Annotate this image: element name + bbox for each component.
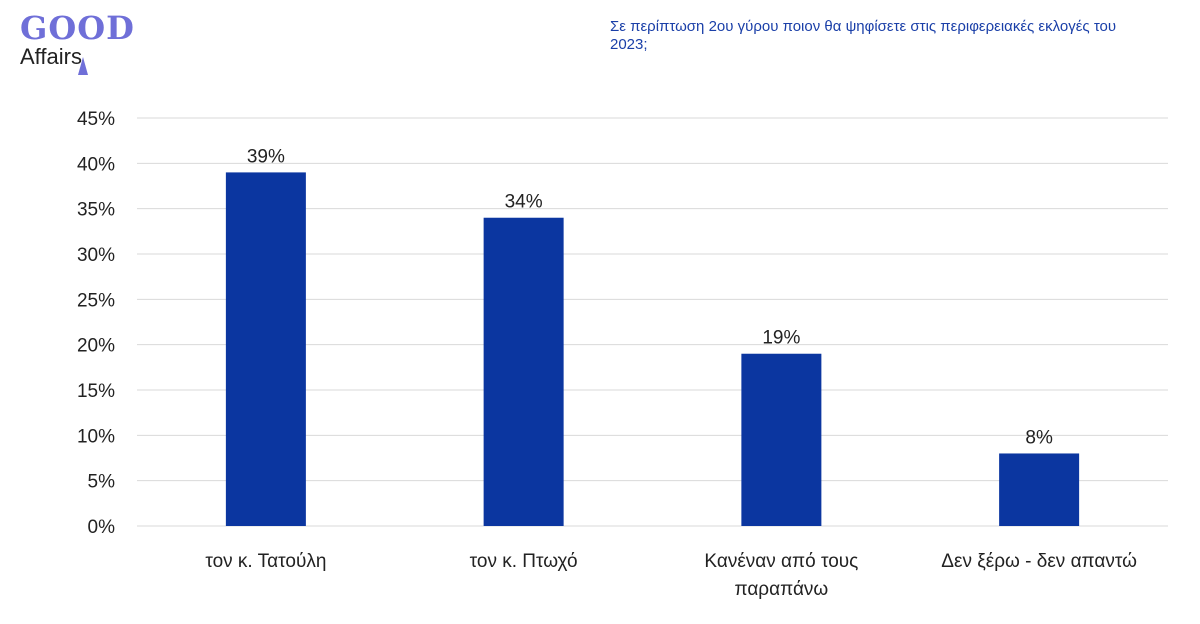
logo-affairs-text: Affairs [20, 44, 82, 69]
x-category-label: τον κ. Τατούλη [205, 551, 326, 572]
y-tick-label: 0% [88, 517, 116, 538]
data-label: 8% [1025, 427, 1053, 448]
x-category-label: Δεν ξέρω - δεν απαντώ [941, 551, 1137, 572]
bar [225, 172, 306, 526]
chart-question-title: Σε περίπτωση 2ου γύρου ποιον θα ψηφίσετε… [610, 18, 1117, 53]
x-category-label: τον κ. Πτωχό [470, 551, 578, 572]
data-label: 19% [762, 328, 800, 349]
data-label: 34% [505, 192, 543, 213]
y-tick-label: 40% [77, 154, 115, 175]
logo-accent-icon [78, 57, 88, 75]
y-tick-label: 15% [77, 381, 115, 402]
logo-good-text: GOOD [20, 9, 135, 47]
x-category-label: Κανέναν από τους [704, 551, 858, 572]
logo: GOOD Affairs [20, 10, 135, 70]
y-tick-label: 5% [88, 472, 116, 493]
bar [483, 217, 564, 526]
y-tick-label: 45% [77, 109, 115, 130]
y-tick-label: 30% [77, 245, 115, 266]
bar [999, 453, 1080, 526]
y-tick-label: 35% [77, 200, 115, 221]
y-tick-label: 20% [77, 336, 115, 357]
y-tick-label: 25% [77, 290, 115, 311]
data-label: 39% [247, 146, 285, 167]
bar [741, 353, 822, 526]
y-tick-label: 10% [77, 426, 115, 447]
x-category-label: παραπάνω [734, 579, 828, 600]
